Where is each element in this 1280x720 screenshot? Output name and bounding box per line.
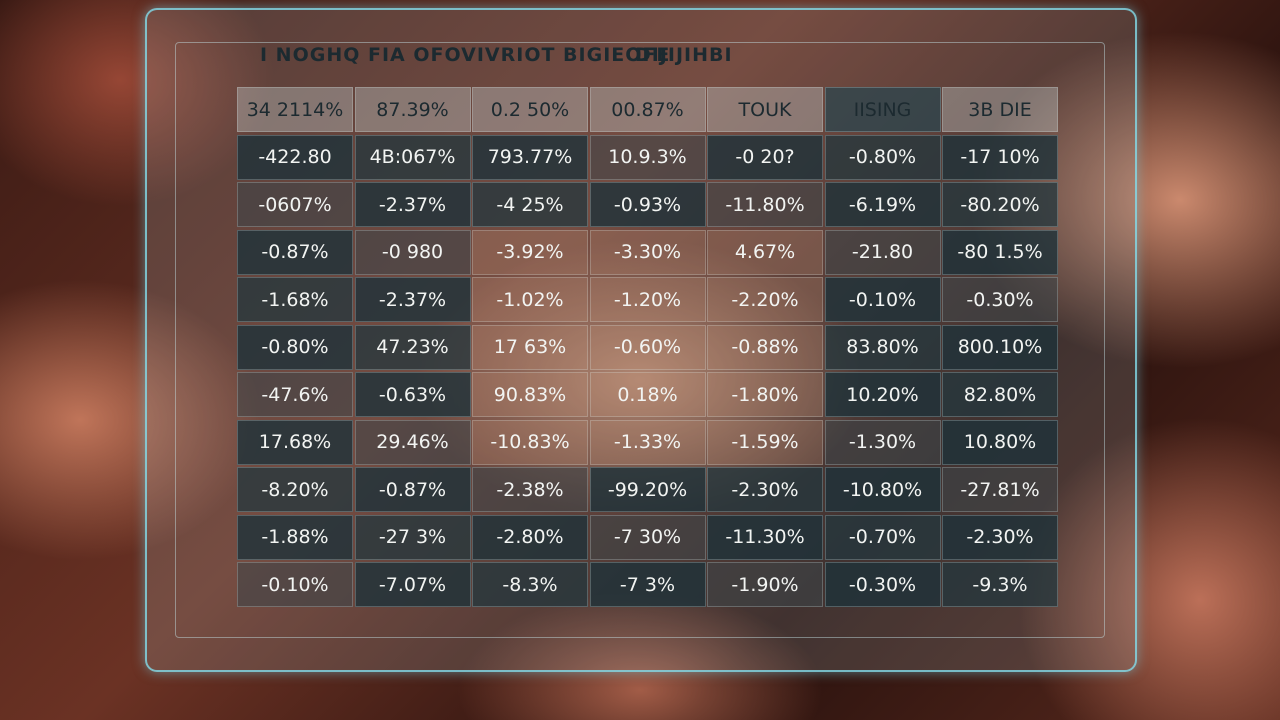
table-cell: 17 63%: [472, 324, 588, 370]
header-cell: 34 2114%: [237, 87, 353, 132]
table-cell: -99.20%: [589, 467, 706, 512]
table-cell: -2.37%: [354, 277, 471, 322]
table-cell: -80 1.5%: [942, 229, 1058, 275]
table-cell: -0.70%: [824, 514, 941, 560]
table-cell: -8.3%: [472, 562, 588, 607]
table-cell: -1.33%: [589, 419, 706, 465]
table-cell: 4B:067%: [354, 134, 471, 180]
inner-frame: [175, 42, 1105, 638]
table-cell: -9.3%: [942, 562, 1058, 607]
table-cell: -2.30%: [707, 467, 823, 512]
header-cell: 00.87%: [589, 87, 706, 132]
table-cell: -0.93%: [589, 182, 706, 227]
table-cell: -0.80%: [237, 324, 353, 370]
table-cell: -0.63%: [354, 372, 471, 417]
table-cell: 10.20%: [824, 372, 941, 417]
table-cell: 90.83%: [472, 372, 588, 417]
table-cell: -0.87%: [354, 467, 471, 512]
table-cell: -0.10%: [237, 562, 353, 607]
table-cell: -6.19%: [824, 182, 941, 227]
table-cell: -0 980: [354, 229, 471, 275]
table-cell: 0.18%: [589, 372, 706, 417]
table-cell: -2.37%: [354, 182, 471, 227]
table-cell: -7.07%: [354, 562, 471, 607]
table-title: I NOGHQ FIA OFOVIVRIOT BIGIEOFE: [260, 44, 671, 66]
table-cell: -422.80: [237, 134, 353, 180]
table-cell: -0.30%: [942, 277, 1058, 322]
table-cell: -3.30%: [589, 229, 706, 275]
table-cell: -2.30%: [942, 514, 1058, 560]
table-cell: 800.10%: [942, 324, 1058, 370]
table-cell: -10.80%: [824, 467, 941, 512]
table-cell: -4 25%: [472, 182, 588, 227]
header-cell: 0.2 50%: [472, 87, 588, 132]
table-cell: -0.10%: [824, 277, 941, 322]
table-cell: 10.80%: [942, 419, 1058, 465]
table-cell: -1.80%: [707, 372, 823, 417]
table-cell: -10.83%: [472, 419, 588, 465]
table-cell: 4.67%: [707, 229, 823, 275]
table-cell: -0.87%: [237, 229, 353, 275]
table-cell: -27.81%: [942, 467, 1058, 512]
table-cell: -2.20%: [707, 277, 823, 322]
table-cell: -11.80%: [707, 182, 823, 227]
table-cell: -2.80%: [472, 514, 588, 560]
table-cell: -1.90%: [707, 562, 823, 607]
table-cell: 83.80%: [824, 324, 941, 370]
table-cell: 29.46%: [354, 419, 471, 465]
header-cell: 87.39%: [354, 87, 471, 132]
table-cell: -1.02%: [472, 277, 588, 322]
table-cell: -11.30%: [707, 514, 823, 560]
table-cell: -2.38%: [472, 467, 588, 512]
table-cell: 17.68%: [237, 419, 353, 465]
table-cell: -0.88%: [707, 324, 823, 370]
table-cell: 793.77%: [472, 134, 588, 180]
table-cell: -0.60%: [589, 324, 706, 370]
table-cell: -1.88%: [237, 514, 353, 560]
table-cell: 47.23%: [354, 324, 471, 370]
table-cell: -47.6%: [237, 372, 353, 417]
table-cell: -17 10%: [942, 134, 1058, 180]
table-cell: -21.80: [824, 229, 941, 275]
header-cell: 3B DIE: [942, 87, 1058, 132]
table-cell: -80.20%: [942, 182, 1058, 227]
table-cell: -1.59%: [707, 419, 823, 465]
table-subtitle: DIJIJIHBI: [635, 44, 733, 66]
table-cell: -3.92%: [472, 229, 588, 275]
table-cell: -8.20%: [237, 467, 353, 512]
table-cell: -0607%: [237, 182, 353, 227]
table-cell: -1.30%: [824, 419, 941, 465]
table-cell: -7 3%: [589, 562, 706, 607]
table-cell: -27 3%: [354, 514, 471, 560]
table-cell: -0.30%: [824, 562, 941, 607]
table-cell: 10.9.3%: [589, 134, 706, 180]
table-cell: -7 30%: [589, 514, 706, 560]
table-cell: 82.80%: [942, 372, 1058, 417]
table-cell: -1.20%: [589, 277, 706, 322]
header-cell: IISING: [824, 87, 941, 132]
table-cell: -1.68%: [237, 277, 353, 322]
table-cell: -0.80%: [824, 134, 941, 180]
table-cell: -0 20?: [707, 134, 823, 180]
header-cell: TOUK: [707, 87, 823, 132]
